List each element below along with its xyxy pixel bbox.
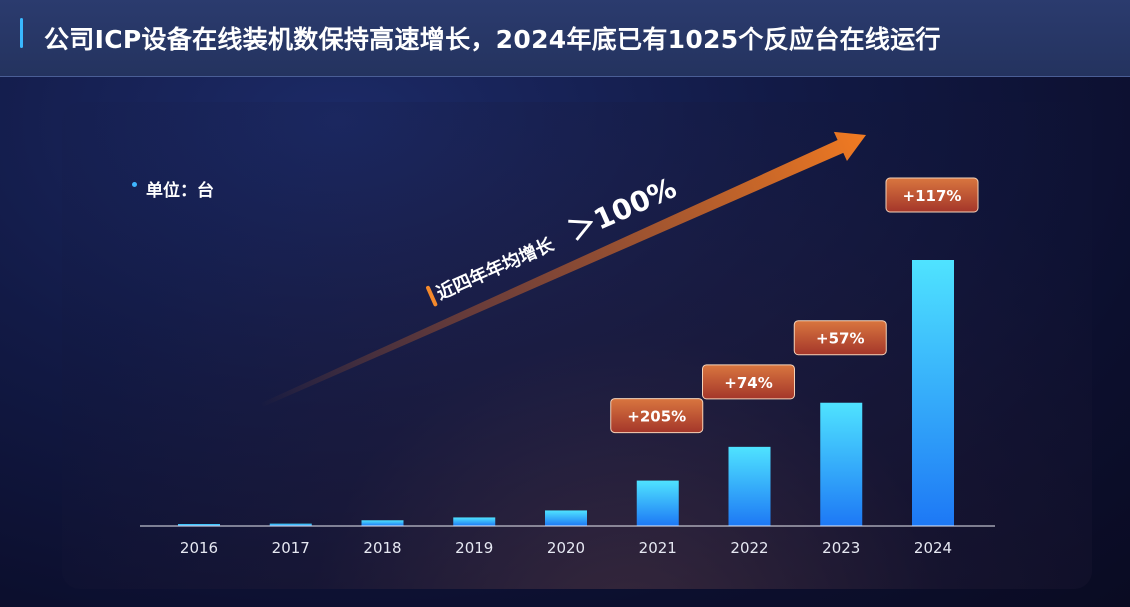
trend-label-group: 近四年年均增长 ＞100% <box>426 171 681 307</box>
growth-badge-label: +205% <box>627 408 686 426</box>
bar-2024 <box>912 260 954 526</box>
x-tick-label: 2024 <box>914 539 952 557</box>
trend-arrow <box>261 131 867 407</box>
bar-2020 <box>545 510 587 526</box>
unit-bullet-icon <box>132 182 137 187</box>
growth-badge-label: +117% <box>903 187 962 205</box>
trend-arrow-shaft <box>261 131 867 407</box>
growth-badge-2022 <box>702 364 795 400</box>
bar-2017 <box>269 523 312 526</box>
page-title: 公司ICP设备在线装机数保持高速增长，2024年底已有1025个反应台在线运行 <box>44 25 941 54</box>
x-tick-label: 2021 <box>639 539 677 557</box>
growth-badge-2021 <box>610 398 704 434</box>
x-tick-label: 2019 <box>455 539 493 557</box>
bar-2016 <box>178 524 220 526</box>
trend-label-value: ＞100% <box>563 171 681 248</box>
x-tick-label: 2017 <box>272 539 310 557</box>
bar-2018 <box>361 520 404 526</box>
x-tick-label: 2023 <box>822 539 860 557</box>
trend-label-marker <box>426 285 438 307</box>
x-tick-label: 2016 <box>180 539 218 557</box>
growth-badge-2023 <box>793 320 887 356</box>
bar-2022 <box>728 446 771 526</box>
unit-label: 单位：台 <box>146 181 214 201</box>
bar-2023 <box>820 402 863 526</box>
x-tick-label: 2022 <box>730 539 768 557</box>
header-accent <box>20 18 23 48</box>
bar-2019 <box>453 517 496 526</box>
growth-badge-label: +74% <box>724 374 772 392</box>
trend-label-prefix: 近四年年均增长 <box>433 233 558 305</box>
header-bar: 公司ICP设备在线装机数保持高速增长，2024年底已有1025个反应台在线运行 <box>0 0 1130 77</box>
x-tick-label: 2020 <box>547 539 585 557</box>
growth-badge-label: +57% <box>816 330 864 348</box>
growth-badge-2024 <box>885 177 979 213</box>
bar-2021 <box>636 480 679 526</box>
x-tick-label: 2018 <box>363 539 401 557</box>
